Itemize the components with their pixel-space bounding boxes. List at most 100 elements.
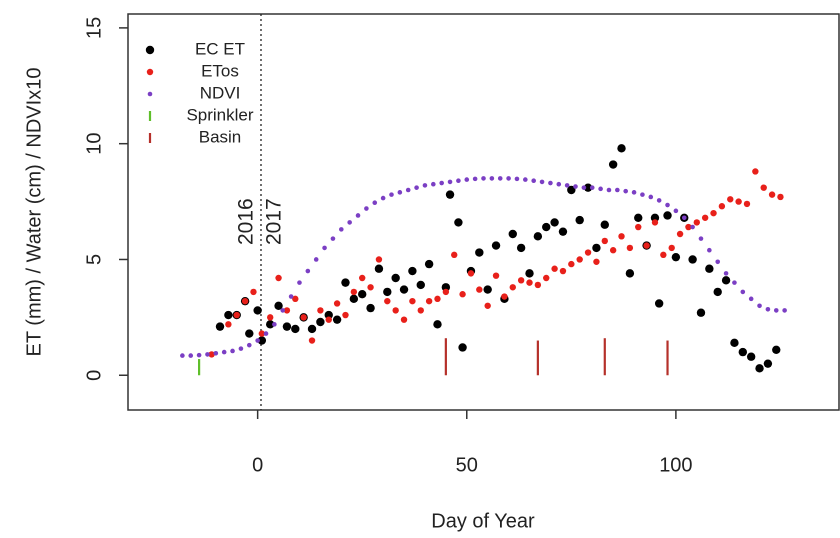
point — [497, 176, 503, 181]
point — [508, 229, 517, 239]
point — [640, 192, 645, 197]
point — [601, 237, 608, 245]
point — [573, 184, 578, 189]
point — [568, 260, 575, 268]
point — [208, 351, 215, 358]
point — [693, 219, 700, 226]
point — [656, 198, 662, 203]
point — [556, 181, 562, 187]
point — [600, 220, 609, 229]
point — [542, 222, 551, 232]
point — [617, 144, 626, 153]
annotation: 2017 — [263, 198, 286, 245]
point — [755, 364, 764, 373]
point — [330, 236, 336, 241]
point — [648, 194, 654, 200]
point — [550, 218, 559, 227]
point — [458, 343, 467, 352]
point — [589, 185, 595, 190]
point — [358, 290, 367, 299]
legend-symbol — [147, 91, 153, 97]
point — [392, 307, 399, 314]
point — [481, 176, 486, 181]
point — [274, 301, 283, 310]
point — [516, 243, 526, 253]
point — [650, 213, 660, 222]
point — [367, 284, 374, 291]
point — [581, 185, 587, 190]
point — [364, 206, 369, 211]
point — [668, 244, 675, 252]
point — [405, 187, 411, 193]
point — [300, 314, 307, 321]
point — [213, 350, 219, 356]
point — [525, 269, 534, 278]
point — [539, 179, 545, 185]
point — [567, 185, 576, 195]
point — [372, 200, 378, 206]
point — [643, 242, 650, 249]
point — [730, 338, 739, 348]
point — [558, 227, 568, 236]
point — [707, 247, 712, 253]
y-tick-label: 0 — [83, 370, 105, 381]
point — [250, 288, 257, 296]
legend-label: ETos — [201, 61, 239, 80]
point — [414, 185, 419, 190]
point — [233, 311, 240, 319]
point — [408, 266, 417, 276]
point — [447, 179, 453, 185]
point — [464, 177, 470, 182]
point — [484, 302, 491, 309]
point — [350, 288, 358, 296]
point — [634, 213, 643, 222]
point — [180, 353, 185, 358]
point — [509, 284, 516, 291]
point — [317, 307, 324, 314]
point — [772, 345, 781, 354]
point — [297, 280, 302, 285]
point — [439, 180, 444, 186]
point — [205, 352, 210, 357]
point — [246, 342, 252, 348]
point — [763, 359, 773, 368]
point — [531, 178, 536, 184]
point — [740, 289, 746, 295]
point — [517, 277, 525, 284]
point — [316, 317, 325, 327]
point — [442, 288, 450, 296]
point — [282, 322, 292, 331]
point — [757, 303, 762, 309]
point — [308, 337, 316, 344]
point — [777, 193, 784, 201]
point — [663, 211, 672, 220]
point — [257, 336, 267, 345]
point — [383, 287, 392, 297]
point — [196, 352, 202, 358]
point — [782, 308, 787, 313]
point — [374, 264, 384, 273]
point — [489, 176, 495, 181]
point — [225, 321, 232, 328]
point — [305, 268, 311, 274]
point — [366, 303, 375, 313]
legend-symbol — [146, 68, 154, 76]
point — [424, 259, 434, 269]
point — [417, 307, 424, 314]
point — [631, 190, 637, 195]
point — [416, 280, 425, 290]
point — [253, 306, 262, 315]
point — [654, 299, 664, 308]
point — [230, 348, 235, 354]
point — [475, 248, 484, 257]
point — [434, 295, 441, 303]
point — [272, 322, 277, 327]
point — [710, 209, 717, 217]
point — [576, 256, 583, 263]
point — [263, 331, 269, 336]
point — [347, 220, 352, 225]
point — [221, 349, 227, 355]
point — [325, 316, 332, 323]
point — [359, 274, 366, 282]
point — [342, 311, 349, 319]
